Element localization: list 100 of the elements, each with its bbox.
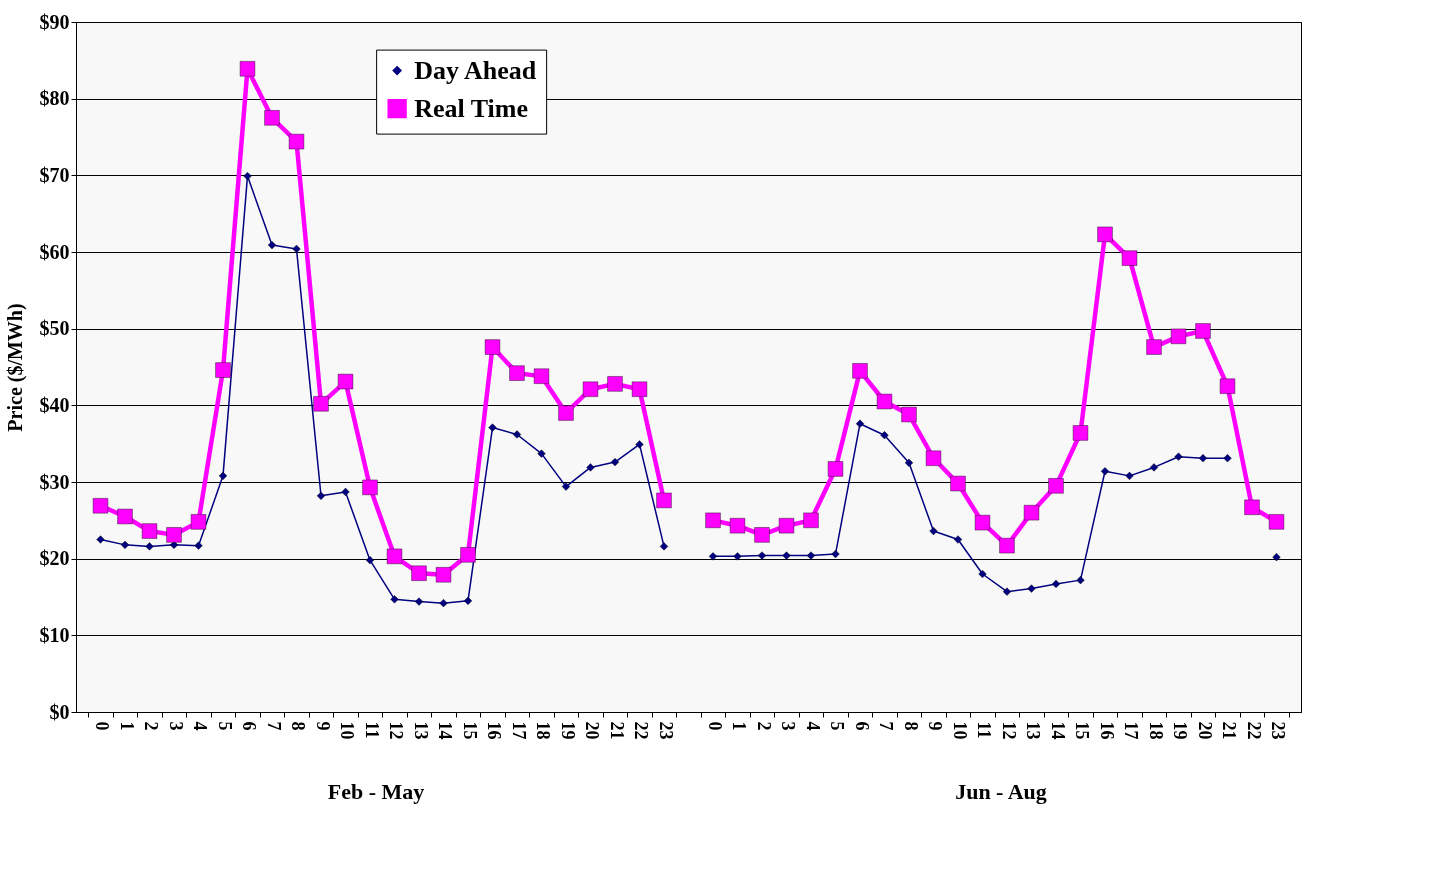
point [1125, 471, 1134, 480]
point [656, 492, 672, 509]
point [852, 363, 868, 379]
y-tick-label: $10 [39, 623, 70, 646]
point [190, 514, 207, 530]
point [705, 512, 721, 528]
x-tick-label: 20 [1194, 721, 1215, 740]
y-tick-label: $20 [39, 547, 70, 570]
point [463, 596, 473, 605]
x-tick-label: 8 [900, 721, 921, 731]
point [488, 423, 497, 432]
point [362, 479, 378, 495]
y-tick-label: $60 [39, 240, 70, 263]
x-tick-label: 17 [1121, 721, 1141, 740]
point [1195, 323, 1211, 339]
point [974, 515, 991, 531]
x-tick-label: 1 [116, 721, 137, 731]
x-tick-label: 0 [92, 721, 112, 731]
x-tick-label: 18 [1145, 721, 1166, 740]
point [827, 461, 844, 477]
x-tick-label: 12 [386, 721, 406, 740]
x-tick-label: 12 [998, 721, 1019, 740]
point [264, 110, 280, 126]
y-tick-label: $40 [39, 393, 70, 416]
point [292, 244, 301, 254]
point [390, 595, 399, 604]
x-tick-label: 6 [239, 721, 259, 731]
x-tick-label: 21 [1219, 721, 1239, 740]
y-tick-label: $0 [49, 700, 70, 723]
point [1023, 505, 1040, 521]
x-tick-label: 6 [851, 721, 872, 731]
point [435, 567, 452, 583]
point [1174, 452, 1183, 461]
point [631, 381, 648, 397]
x-tick-label: 1 [729, 721, 749, 731]
point [267, 241, 277, 250]
point [1170, 328, 1187, 344]
x-tick-label: 10 [949, 721, 970, 740]
x-tick-label: 9 [312, 721, 333, 731]
x-tick-label: 16 [1096, 721, 1117, 740]
point [484, 339, 501, 355]
point [582, 381, 599, 397]
point [120, 540, 130, 549]
x-tick-label: 21 [606, 721, 627, 740]
y-axis-title: Price ($/MWh) [3, 303, 27, 432]
point [901, 406, 917, 423]
point [876, 393, 893, 410]
x-tick-label: 17 [508, 721, 529, 740]
x-tick-label: 5 [214, 721, 235, 731]
point [659, 542, 669, 551]
point [733, 552, 742, 561]
point [803, 512, 819, 528]
point [141, 523, 158, 539]
point [978, 569, 987, 579]
point [117, 508, 133, 525]
x-tick-label: 7 [876, 721, 896, 731]
x-tick-label: 10 [337, 721, 357, 740]
x-tick-label: 14 [435, 721, 455, 740]
point [243, 172, 252, 181]
point [1097, 226, 1113, 242]
x-tick-label: 8 [288, 721, 308, 731]
point [460, 547, 476, 563]
point [558, 405, 574, 421]
point [754, 527, 770, 543]
point [537, 449, 546, 458]
x-tick-label: 16 [484, 721, 504, 740]
point [708, 552, 718, 561]
point [1198, 454, 1208, 463]
x-tick-label: 15 [1072, 721, 1092, 740]
point [1219, 378, 1236, 394]
x-tick-label: 22 [631, 721, 651, 740]
x-tick-label: 23 [1268, 721, 1288, 740]
point [586, 463, 595, 472]
x-tick-label: 3 [778, 721, 798, 731]
point [999, 538, 1015, 554]
point [1121, 250, 1138, 266]
point [411, 565, 427, 581]
point [778, 518, 795, 534]
legend-label: Day Ahead [414, 55, 537, 85]
point [925, 450, 942, 466]
x-tick-label: 15 [459, 721, 480, 740]
legend-label: Real Time [414, 93, 528, 123]
point [145, 542, 154, 551]
point [1027, 584, 1036, 593]
x-tick-label: 4 [190, 721, 210, 731]
x-tick-label: 2 [753, 721, 774, 731]
point [1272, 553, 1281, 562]
point [288, 133, 305, 150]
y-tick-label: $70 [39, 163, 70, 186]
y-tick-label: $90 [39, 10, 70, 33]
point [953, 535, 963, 544]
x-tick-label: 5 [827, 721, 847, 731]
y-tick-label: $50 [39, 317, 70, 340]
point [729, 518, 746, 534]
x-tick-label: 13 [410, 721, 431, 740]
point [831, 549, 840, 559]
point [341, 487, 350, 497]
point [1051, 579, 1061, 589]
point [880, 431, 889, 440]
x-tick-label: 0 [704, 721, 725, 731]
